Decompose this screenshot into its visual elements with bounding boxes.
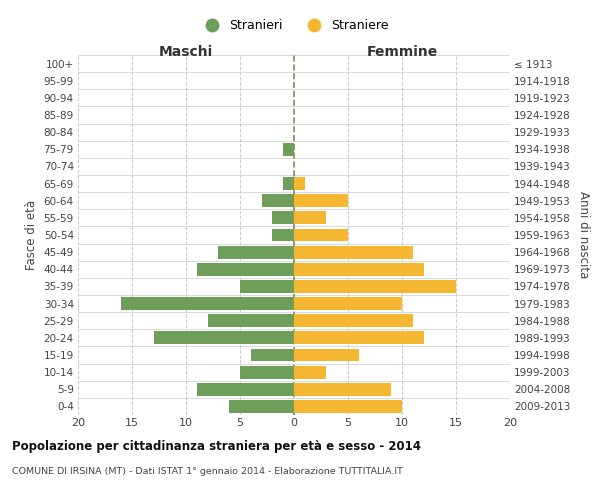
Legend: Stranieri, Straniere: Stranieri, Straniere — [194, 14, 394, 38]
Bar — [121, 297, 294, 310]
Bar — [208, 314, 294, 327]
Y-axis label: Anni di nascita: Anni di nascita — [577, 192, 590, 278]
Bar — [229, 400, 294, 413]
Bar — [272, 212, 294, 224]
Text: COMUNE DI IRSINA (MT) - Dati ISTAT 1° gennaio 2014 - Elaborazione TUTTITALIA.IT: COMUNE DI IRSINA (MT) - Dati ISTAT 1° ge… — [12, 468, 403, 476]
Bar — [294, 400, 402, 413]
Bar — [197, 263, 294, 276]
Bar — [294, 228, 348, 241]
Bar — [294, 280, 456, 293]
Bar — [294, 314, 413, 327]
Bar — [294, 297, 402, 310]
Bar — [294, 263, 424, 276]
Bar — [272, 228, 294, 241]
Bar — [218, 246, 294, 258]
Text: Maschi: Maschi — [159, 44, 213, 59]
Text: Femmine: Femmine — [367, 44, 437, 59]
Y-axis label: Fasce di età: Fasce di età — [25, 200, 38, 270]
Text: Popolazione per cittadinanza straniera per età e sesso - 2014: Popolazione per cittadinanza straniera p… — [12, 440, 421, 453]
Bar — [294, 383, 391, 396]
Bar — [251, 348, 294, 362]
Bar — [294, 246, 413, 258]
Bar — [294, 212, 326, 224]
Bar — [294, 332, 424, 344]
Bar — [294, 194, 348, 207]
Bar — [294, 177, 305, 190]
Bar — [240, 366, 294, 378]
Bar — [294, 348, 359, 362]
Bar — [240, 280, 294, 293]
Bar — [154, 332, 294, 344]
Bar — [197, 383, 294, 396]
Bar — [262, 194, 294, 207]
Bar — [294, 366, 326, 378]
Bar — [283, 143, 294, 156]
Bar — [283, 177, 294, 190]
